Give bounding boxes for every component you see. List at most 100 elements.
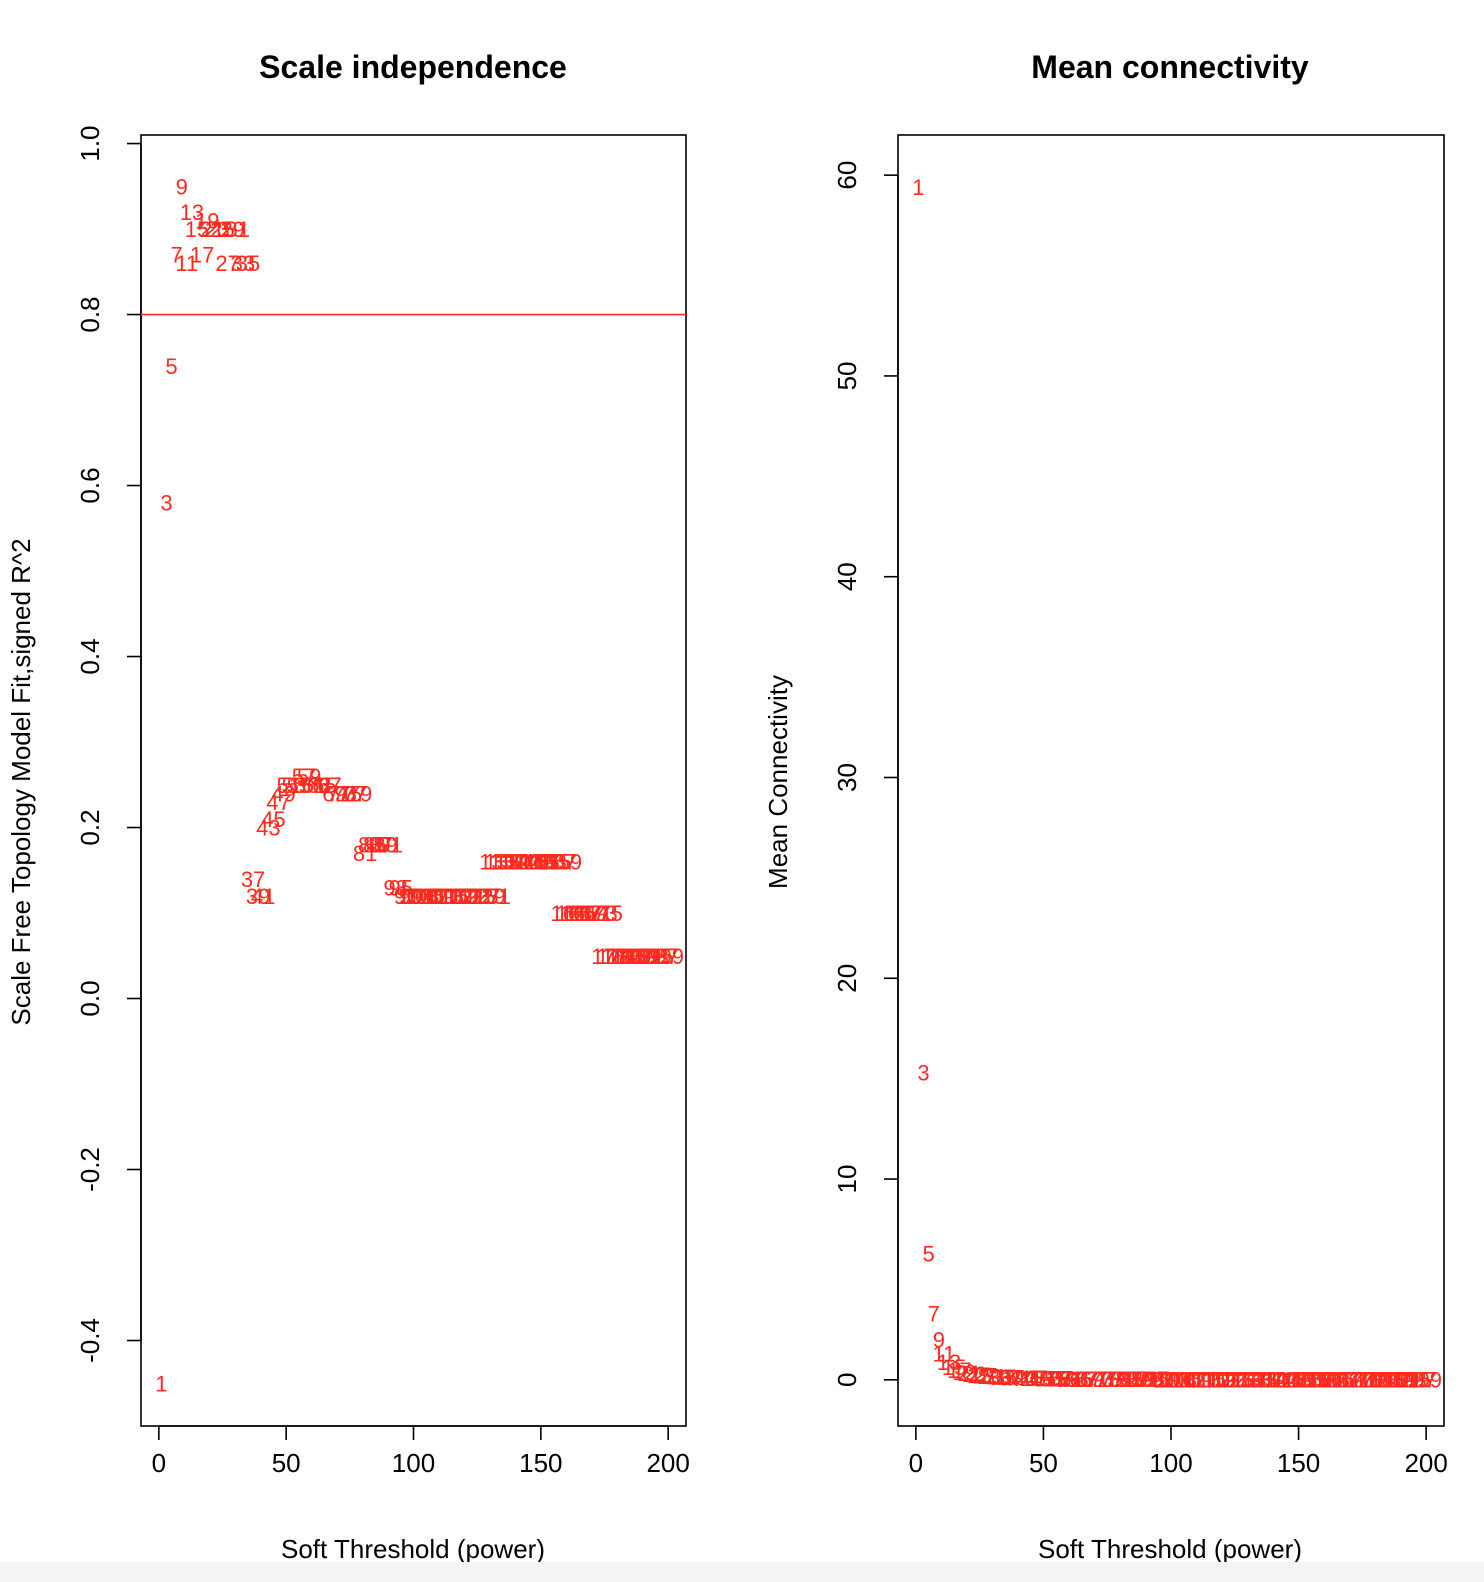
point-label: 31 xyxy=(226,217,250,242)
point-label: 71 xyxy=(1085,1367,1109,1392)
point-label: 23 xyxy=(962,1362,986,1387)
x-tick-label: 100 xyxy=(1149,1448,1192,1478)
point-label: 167 xyxy=(566,901,603,926)
point-label: 77 xyxy=(1100,1367,1124,1392)
point-label: 197 xyxy=(642,944,679,969)
point-label: 93 xyxy=(1141,1367,1165,1392)
point-label: 67 xyxy=(1075,1367,1099,1392)
point-label: 47 xyxy=(266,790,290,815)
plot-frame xyxy=(897,134,1445,1427)
y-axis-label: Scale Free Topology Model Fit,signed R^2 xyxy=(6,538,36,1025)
point-label: 91 xyxy=(1136,1367,1160,1392)
point-label: 141 xyxy=(500,850,537,875)
point-label: 183 xyxy=(1364,1368,1401,1393)
point-label: 111 xyxy=(425,884,458,909)
point-label: 111 xyxy=(1182,1367,1215,1392)
y-axis: 0 10 20 30 40 50 60 xyxy=(832,161,899,1387)
point-label: 67 xyxy=(317,773,341,798)
point-label: 3 xyxy=(917,1061,929,1086)
point-label: 175 xyxy=(586,901,623,926)
x-axis: 0 50 100 150 200 xyxy=(909,1425,1448,1478)
point-label: 127 xyxy=(464,884,501,909)
point-label: 73 xyxy=(1090,1367,1114,1392)
point-label: 185 xyxy=(612,944,649,969)
point-label: 153 xyxy=(530,850,567,875)
point-label: 35 xyxy=(236,251,260,276)
point-label: 53 xyxy=(282,773,306,798)
point-label: 143 xyxy=(505,850,542,875)
y-tick-label: 0.4 xyxy=(75,638,105,674)
point-label: 13 xyxy=(937,1350,961,1375)
point-label: 57 xyxy=(292,764,316,789)
point-label: 133 xyxy=(479,850,516,875)
point-label: 43 xyxy=(256,816,280,841)
point-label: 85 xyxy=(1120,1367,1144,1392)
y-tick-label: 0.8 xyxy=(75,296,105,332)
point-label: 125 xyxy=(1216,1367,1253,1392)
point-label: 105 xyxy=(1165,1367,1202,1392)
point-label: 137 xyxy=(489,850,526,875)
point-label: 123 xyxy=(1211,1367,1248,1392)
point-label: 63 xyxy=(1064,1367,1088,1392)
point-label: 29 xyxy=(220,217,244,242)
point-label: 191 xyxy=(627,944,664,969)
point-label: 179 xyxy=(596,944,633,969)
panel-title: Scale independence xyxy=(259,49,567,85)
y-axis: -0.4 -0.2 0.0 0.2 0.4 0.6 0.8 1.0 xyxy=(75,125,142,1363)
point-label: 3 xyxy=(160,491,172,516)
data-points: 1357911131517192123252729313335373941434… xyxy=(912,175,1442,1392)
point-label: 149 xyxy=(520,850,557,875)
point-label: 159 xyxy=(545,850,582,875)
point-label: 43 xyxy=(1013,1366,1037,1391)
scale-independence-panel: Scale independence Soft Threshold (power… xyxy=(6,49,690,1564)
point-label: 101 xyxy=(398,884,435,909)
point-label: 95 xyxy=(389,875,413,900)
point-label: 109 xyxy=(1176,1367,1213,1392)
y-tick-label: 1.0 xyxy=(75,125,105,161)
y-tick-label: 30 xyxy=(832,763,862,792)
point-label: 175 xyxy=(1344,1368,1381,1393)
point-label: 177 xyxy=(1349,1368,1386,1393)
point-label: 135 xyxy=(1242,1368,1279,1393)
point-label: 51 xyxy=(1034,1366,1058,1391)
point-label: 87 xyxy=(1126,1367,1150,1392)
point-label: 131 xyxy=(474,884,511,909)
point-label: 37 xyxy=(998,1365,1022,1390)
point-label: 101 xyxy=(1155,1367,1192,1392)
point-label: 99 xyxy=(399,884,423,909)
y-tick-label: 0.0 xyxy=(75,980,105,1016)
point-label: 109 xyxy=(418,884,455,909)
panel-title: Mean connectivity xyxy=(1031,49,1309,85)
point-label: 21 xyxy=(200,217,224,242)
point-label: 99 xyxy=(1156,1367,1180,1392)
point-label: 1 xyxy=(155,1371,167,1396)
point-label: 9 xyxy=(176,174,188,199)
point-label: 195 xyxy=(637,944,674,969)
point-label: 79 xyxy=(348,781,372,806)
x-tick-label: 150 xyxy=(519,1448,562,1478)
point-label: 11 xyxy=(175,251,198,276)
point-label: 137 xyxy=(1247,1368,1284,1393)
y-tick-label: 40 xyxy=(832,562,862,591)
y-tick-label: 50 xyxy=(832,361,862,390)
point-label: 39 xyxy=(1003,1366,1027,1391)
point-label: 191 xyxy=(1385,1368,1422,1393)
x-tick-label: 50 xyxy=(1029,1448,1058,1478)
point-label: 193 xyxy=(632,944,669,969)
point-label: 25 xyxy=(967,1363,991,1388)
point-label: 107 xyxy=(413,884,450,909)
point-label: 155 xyxy=(535,850,572,875)
point-label: 133 xyxy=(1237,1368,1274,1393)
point-label: 157 xyxy=(540,850,577,875)
point-label: 115 xyxy=(1192,1367,1227,1392)
point-label: 89 xyxy=(373,833,397,858)
point-label: 57 xyxy=(1049,1367,1073,1392)
point-label: 45 xyxy=(1018,1366,1042,1391)
point-label: 147 xyxy=(515,850,552,875)
point-label: 145 xyxy=(1267,1368,1304,1393)
point-label: 127 xyxy=(1222,1367,1259,1392)
point-label: 9 xyxy=(933,1328,945,1353)
point-label: 75 xyxy=(1095,1367,1119,1392)
point-label: 37 xyxy=(241,867,265,892)
